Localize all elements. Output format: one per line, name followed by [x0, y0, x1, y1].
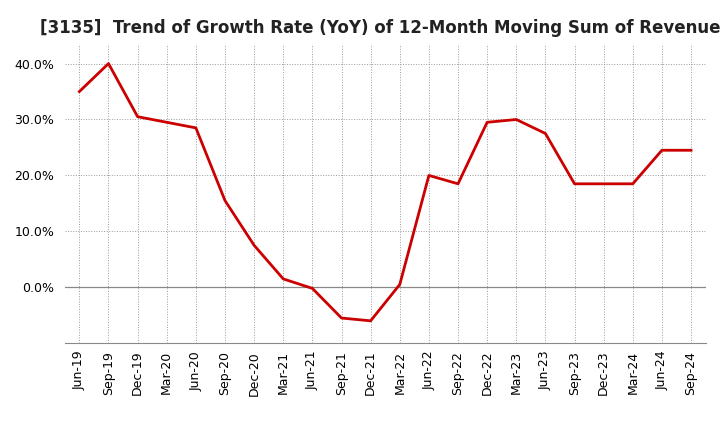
Title: [3135]  Trend of Growth Rate (YoY) of 12-Month Moving Sum of Revenues: [3135] Trend of Growth Rate (YoY) of 12-…: [40, 19, 720, 37]
